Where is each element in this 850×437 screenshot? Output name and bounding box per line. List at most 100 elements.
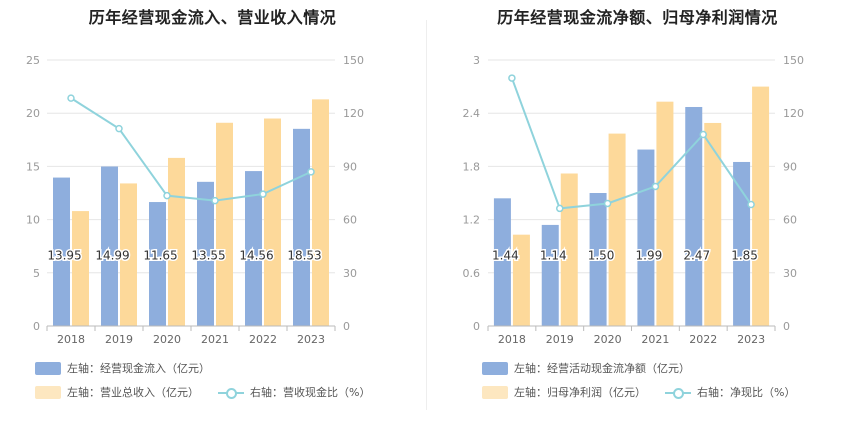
y-right-tick-label: 0: [783, 320, 790, 333]
bar-series-2: [168, 157, 185, 326]
legend-swatch: [482, 361, 508, 375]
y-right-tick-label: 120: [783, 107, 804, 120]
line-point: [603, 199, 612, 208]
legend-swatch: [35, 361, 61, 375]
chart-panel-left: 历年经营现金流入、营业收入情况 0 5 10 15 20 25 0 30 60 90 120 150 2…: [26, 8, 370, 400]
bar-data-label: 11.65: [143, 249, 177, 263]
bar-data-label: 14.99: [95, 249, 129, 263]
bar-series-1: [293, 128, 310, 326]
y-left-tick-label: 1.8: [463, 160, 481, 173]
bar-series-2: [512, 234, 530, 326]
legend-swatch: [482, 385, 508, 399]
line-point: [699, 130, 707, 139]
bar-series-2: [608, 133, 626, 326]
line-point: [307, 168, 315, 176]
y-right-tick-label: 150: [343, 54, 364, 67]
bar-data-label: 14.56: [239, 249, 273, 263]
bar-series-2: [560, 173, 578, 326]
x-tick-label: 2022: [689, 333, 717, 346]
y-right-tick-label: 90: [343, 160, 357, 173]
bar-series-1: [589, 193, 607, 326]
x-tick-label: 2018: [498, 333, 526, 346]
bar-series-1: [637, 149, 655, 326]
y-left-tick-label: 0: [473, 320, 480, 333]
line-point: [651, 182, 660, 191]
line-point: [508, 74, 516, 82]
y-left-tick-label: 15: [26, 160, 40, 173]
legend-line-swatch: [218, 386, 244, 399]
line-point: [163, 191, 171, 200]
x-tick-label: 2021: [641, 333, 669, 346]
y-left-tick-label: 3: [473, 54, 480, 67]
bar-series-2: [72, 211, 89, 326]
bar-data-label: 1.85: [731, 249, 758, 263]
x-tick-label: 2018: [57, 333, 85, 346]
bar-series-1: [733, 161, 751, 326]
legend-label: 左轴：归母净利润（亿元）: [514, 386, 646, 399]
legend-line-swatch: [665, 386, 691, 399]
bar-series-2: [312, 99, 329, 326]
y-left-tick-label: 2.4: [463, 107, 481, 120]
chart-panel-right: 历年经营现金流净额、归母净利润情况 0 0.6 1.2 1.8 2.4 3 0 30 60 90 1…: [425, 0, 850, 437]
bar-series-1: [685, 106, 703, 326]
bar-series-1: [541, 224, 559, 326]
x-tick-label: 2020: [153, 333, 181, 346]
panel-divider: [426, 20, 427, 410]
y-left-tick-label: 1.2: [463, 214, 481, 227]
bar-data-label: 18.53: [287, 249, 321, 263]
y-right-tick-label: 120: [343, 107, 364, 120]
y-right-tick-label: 30: [343, 267, 357, 280]
bar-data-label: 13.55: [191, 249, 225, 263]
bar-series-2: [264, 118, 281, 327]
line-series-3: [510, 77, 752, 210]
chart-title: 历年经营现金流净额、归母净利润情况: [497, 8, 778, 27]
bar-data-label: 1.99: [636, 249, 663, 263]
x-tick-label: 2023: [297, 333, 325, 346]
bar-series-1: [197, 181, 214, 326]
line-point: [211, 196, 219, 205]
legend-label: 左轴：经营活动现金流净额（亿元）: [514, 362, 690, 375]
y-left-tick-label: 0.6: [463, 267, 481, 280]
chart-title: 历年经营现金流入、营业收入情况: [88, 8, 337, 27]
bar-data-label: 2.47: [683, 249, 710, 263]
x-tick-label: 2019: [105, 333, 133, 346]
x-tick-label: 2021: [201, 333, 229, 346]
y-right-tick-label: 30: [783, 267, 797, 280]
bar-series-2: [120, 183, 137, 326]
bar-data-label: 1.50: [588, 249, 615, 263]
legend-item-series-1[interactable]: 左轴：经营活动现金流净额（亿元）: [482, 360, 690, 376]
legend-label: 左轴：营业总收入（亿元）: [67, 386, 199, 399]
bar-series-2: [752, 86, 770, 326]
legend-item-series-3[interactable]: 右轴：净现比（%）: [665, 384, 795, 400]
y-left-tick-label: 20: [26, 107, 40, 120]
y-left-tick-label: 5: [33, 267, 40, 280]
bar-series-1: [245, 171, 262, 326]
bar-series-1: [101, 166, 118, 326]
legend-item-series-2[interactable]: 左轴：归母净利润（亿元）: [482, 384, 646, 400]
line-series-3: [70, 97, 312, 202]
line-point: [67, 94, 75, 102]
bar-series-1: [53, 177, 70, 326]
x-tick-label: 2020: [594, 333, 622, 346]
line-point: [747, 200, 755, 209]
x-tick-label: 2022: [249, 333, 277, 346]
y-right-tick-label: 60: [343, 214, 357, 227]
y-left-tick-label: 10: [26, 214, 40, 227]
y-right-tick-label: 90: [783, 160, 797, 173]
line-point: [259, 190, 267, 198]
y-left-tick-label: 0: [33, 320, 40, 333]
x-tick-label: 2019: [546, 333, 574, 346]
legend-item-series-3[interactable]: 右轴：营收现金比（%）: [218, 384, 370, 400]
bar-series-2: [216, 122, 233, 326]
bar-series-1: [493, 198, 511, 326]
legend-item-series-1[interactable]: 左轴：经营现金流入（亿元）: [35, 360, 210, 376]
chart-canvas: 0 5 10 15 20 25 0 30 60 90 120 150 2018 2019 2020 2021 2…: [26, 54, 364, 346]
bar-data-label: 1.14: [540, 249, 567, 263]
y-left-tick-label: 25: [26, 54, 40, 67]
bar-series-2: [704, 122, 722, 326]
y-right-tick-label: 60: [783, 214, 797, 227]
line-point: [115, 124, 123, 133]
legend-label: 右轴：营收现金比（%）: [250, 386, 371, 399]
legend-item-series-2[interactable]: 左轴：营业总收入（亿元）: [35, 384, 199, 400]
